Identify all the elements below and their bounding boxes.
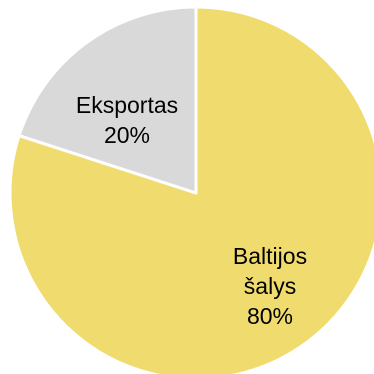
slice-name-label: Eksportas [76, 92, 178, 118]
slice-value-label: 80% [247, 303, 293, 329]
pie-slice-eksportas [17, 5, 198, 195]
pie-slice-baltijos-alys [8, 5, 374, 374]
slice-value-label: 20% [104, 122, 150, 148]
pie-label-baltijos-alys: Baltijos šalys 80% [233, 243, 307, 329]
pie-slices [8, 5, 374, 374]
pie-label-eksportas: Eksportas 20% [76, 92, 178, 148]
slice-name-label: Baltijos [233, 243, 307, 269]
pie-labels: Baltijos šalys 80% Eksportas 20% [76, 92, 307, 329]
slice-name-label: šalys [244, 273, 296, 299]
